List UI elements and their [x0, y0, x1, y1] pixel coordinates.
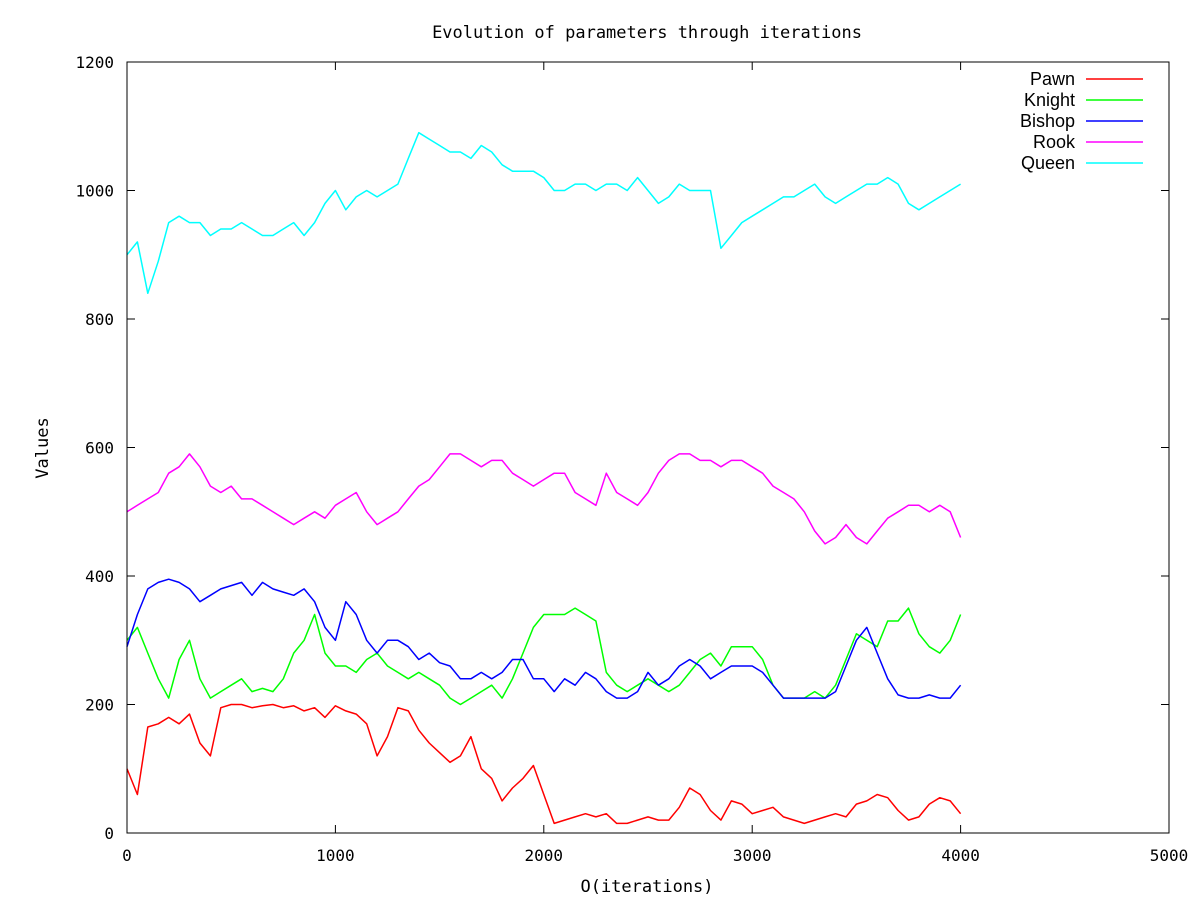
- x-tick-label: 3000: [733, 846, 772, 865]
- series-line-bishop: [126, 578, 962, 699]
- y-tick-label: 800: [85, 310, 114, 329]
- legend-label-queen: Queen: [1021, 153, 1075, 173]
- y-tick-label: 1200: [75, 53, 114, 72]
- x-tick-label: 5000: [1150, 846, 1189, 865]
- series-line-rook: [126, 453, 962, 545]
- y-axis-label: Values: [33, 417, 53, 478]
- x-tick-label: 1000: [316, 846, 355, 865]
- series-line-queen: [126, 131, 961, 295]
- series-layer: [126, 131, 962, 825]
- chart-title: Evolution of parameters through iteratio…: [432, 23, 862, 43]
- y-tick-label: 0: [104, 824, 114, 843]
- y-tick-label: 1000: [75, 182, 114, 201]
- legend-label-pawn: Pawn: [1030, 69, 1075, 89]
- x-tick-label: 4000: [941, 846, 980, 865]
- series-line-knight: [126, 607, 962, 706]
- x-tick-label: 2000: [525, 846, 564, 865]
- x-tick-label: 0: [122, 846, 132, 865]
- legend-label-rook: Rook: [1033, 132, 1076, 152]
- y-tick-label: 600: [85, 439, 114, 458]
- y-tick-label: 400: [85, 567, 114, 586]
- y-tick-label: 200: [85, 696, 114, 715]
- axes: 0 1000 2000 3000 4000 5000 0 200 400 600 800 1000 12…: [75, 53, 1188, 865]
- series-line-pawn: [126, 703, 962, 825]
- legend-label-bishop: Bishop: [1020, 111, 1075, 131]
- legend-label-knight: Knight: [1024, 90, 1075, 110]
- x-axis-label: O(iterations): [580, 877, 713, 897]
- plot-frame: [126, 61, 1170, 834]
